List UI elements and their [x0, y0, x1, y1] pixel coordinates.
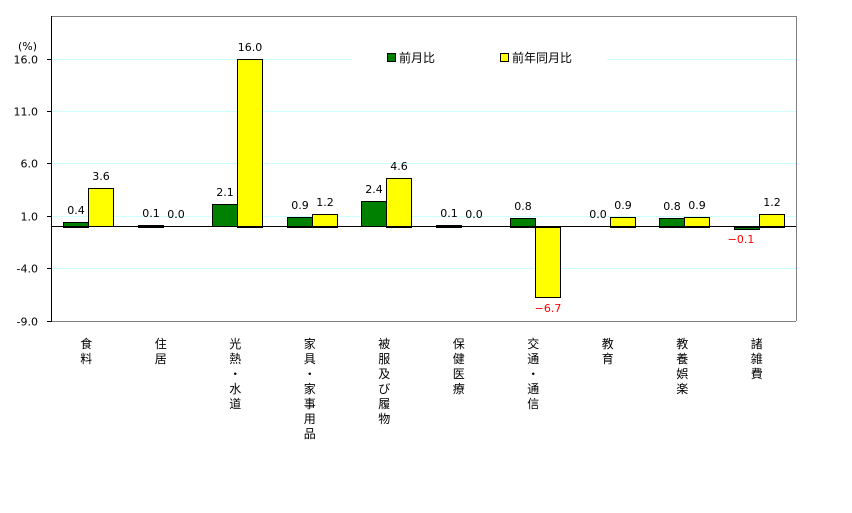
legend-label-yoy: 前年同月比: [512, 50, 572, 65]
category-label-char: 医: [453, 367, 465, 381]
data-label: 16.0: [238, 41, 263, 54]
y-tick-label: 11.0: [14, 106, 39, 119]
bar-yoy: [610, 217, 636, 228]
category-label-char: 養: [676, 351, 688, 366]
data-label: 1.2: [763, 196, 781, 209]
bar-yoy: [759, 214, 785, 228]
data-label: 0.9: [688, 199, 706, 212]
category-label-char: 事: [304, 397, 316, 411]
y-axis: 16.0 11.0 6.0 1.0 -4.0 -9.0 (%): [14, 16, 52, 329]
category-label-char: 教: [602, 336, 614, 351]
category-label-char: 教: [676, 336, 688, 351]
data-label: 0.0: [589, 208, 607, 221]
y-tick-label: 16.0: [14, 54, 39, 67]
data-label: 0.0: [465, 208, 483, 221]
category-label-char: 育: [602, 351, 614, 366]
category-label-char: 食: [80, 336, 92, 351]
data-label: 0.0: [167, 208, 185, 221]
category-label-char: 服: [378, 352, 390, 366]
category-label-char: 健: [453, 352, 465, 366]
data-label: 2.1: [216, 186, 234, 199]
y-tick-label: -9.0: [17, 316, 38, 329]
y-tick-label: 1.0: [21, 211, 39, 224]
y-tick-label: 6.0: [21, 158, 39, 171]
category-label-char: 保: [453, 337, 465, 351]
bar-yoy: [88, 188, 114, 227]
data-label: −6.7: [535, 302, 562, 315]
category-label-char: 家: [304, 336, 316, 351]
data-label: 0.8: [663, 200, 681, 213]
bar-yoy: [535, 227, 561, 298]
category-label-char: 雑: [751, 351, 763, 366]
plot-frame: [51, 16, 797, 322]
bar-yoy: [386, 178, 412, 228]
bar-mom: [212, 204, 238, 227]
bar-yoy: [237, 59, 263, 228]
category-label-char: 娯: [676, 367, 688, 381]
data-label: 0.1: [142, 207, 160, 220]
category-label-char: ・: [527, 367, 539, 381]
category-label-char: 道: [229, 397, 241, 411]
category-label-char: 家: [304, 381, 316, 396]
category-label-char: ・: [229, 367, 241, 381]
category-label-char: 用: [304, 412, 316, 426]
category-label-char: 諸: [751, 336, 763, 351]
legend-swatch-mom: [387, 53, 396, 62]
bar-mom: [734, 227, 760, 230]
category-label-char: 信: [527, 397, 539, 411]
data-label: 3.6: [92, 170, 110, 183]
category-label-char: 熱: [229, 352, 241, 366]
bar-yoy: [684, 217, 710, 228]
category-label-char: 費: [751, 366, 763, 381]
data-label: 0.9: [614, 199, 632, 212]
data-label: 0.1: [440, 207, 458, 220]
data-label: 1.2: [316, 196, 334, 209]
bar-mom: [510, 218, 536, 228]
category-label-char: 楽: [676, 382, 688, 396]
category-label-char: 品: [304, 427, 316, 441]
category-label-char: ・: [304, 367, 316, 381]
category-label-char: 居: [155, 352, 167, 366]
bar-mom: [361, 201, 387, 227]
data-label: 0.4: [67, 204, 85, 217]
data-label: 0.8: [514, 200, 532, 213]
category-label-char: 水: [229, 382, 241, 396]
y-tick-label: -4.0: [17, 263, 38, 276]
category-label-char: 履: [378, 397, 390, 411]
category-label-char: 通: [527, 382, 539, 396]
category-label-char: 料: [80, 352, 92, 366]
data-label: 4.6: [390, 160, 408, 173]
data-label: 0.9: [291, 199, 309, 212]
category-label-char: 交: [527, 336, 539, 351]
category-label-char: 被: [378, 337, 390, 351]
category-label-char: 及: [378, 367, 390, 381]
category-label-char: 物: [378, 412, 390, 426]
legend: 前月比 前年同月比: [352, 40, 607, 74]
category-label-char: 住: [155, 337, 167, 351]
data-labels: 0.4 0.1 2.1 0.9 2.4 0.1 0.8 0.0 0.8 −0.1 3.6 0.0 16.…: [67, 41, 781, 315]
category-label-char: 療: [453, 382, 465, 396]
gridlines: [51, 59, 796, 269]
category-label-char: 光: [229, 337, 241, 351]
category-label-char: 具: [304, 352, 316, 366]
legend-label-mom: 前月比: [399, 50, 435, 65]
data-label: −0.1: [728, 233, 755, 246]
category-label-char: 通: [527, 352, 539, 366]
category-label-char: び: [378, 382, 390, 396]
y-axis-unit-label: (%): [18, 40, 37, 53]
bars: [51, 59, 796, 298]
legend-swatch-yoy: [500, 53, 509, 62]
data-label: 2.4: [365, 183, 383, 196]
bar-yoy: [312, 214, 338, 228]
